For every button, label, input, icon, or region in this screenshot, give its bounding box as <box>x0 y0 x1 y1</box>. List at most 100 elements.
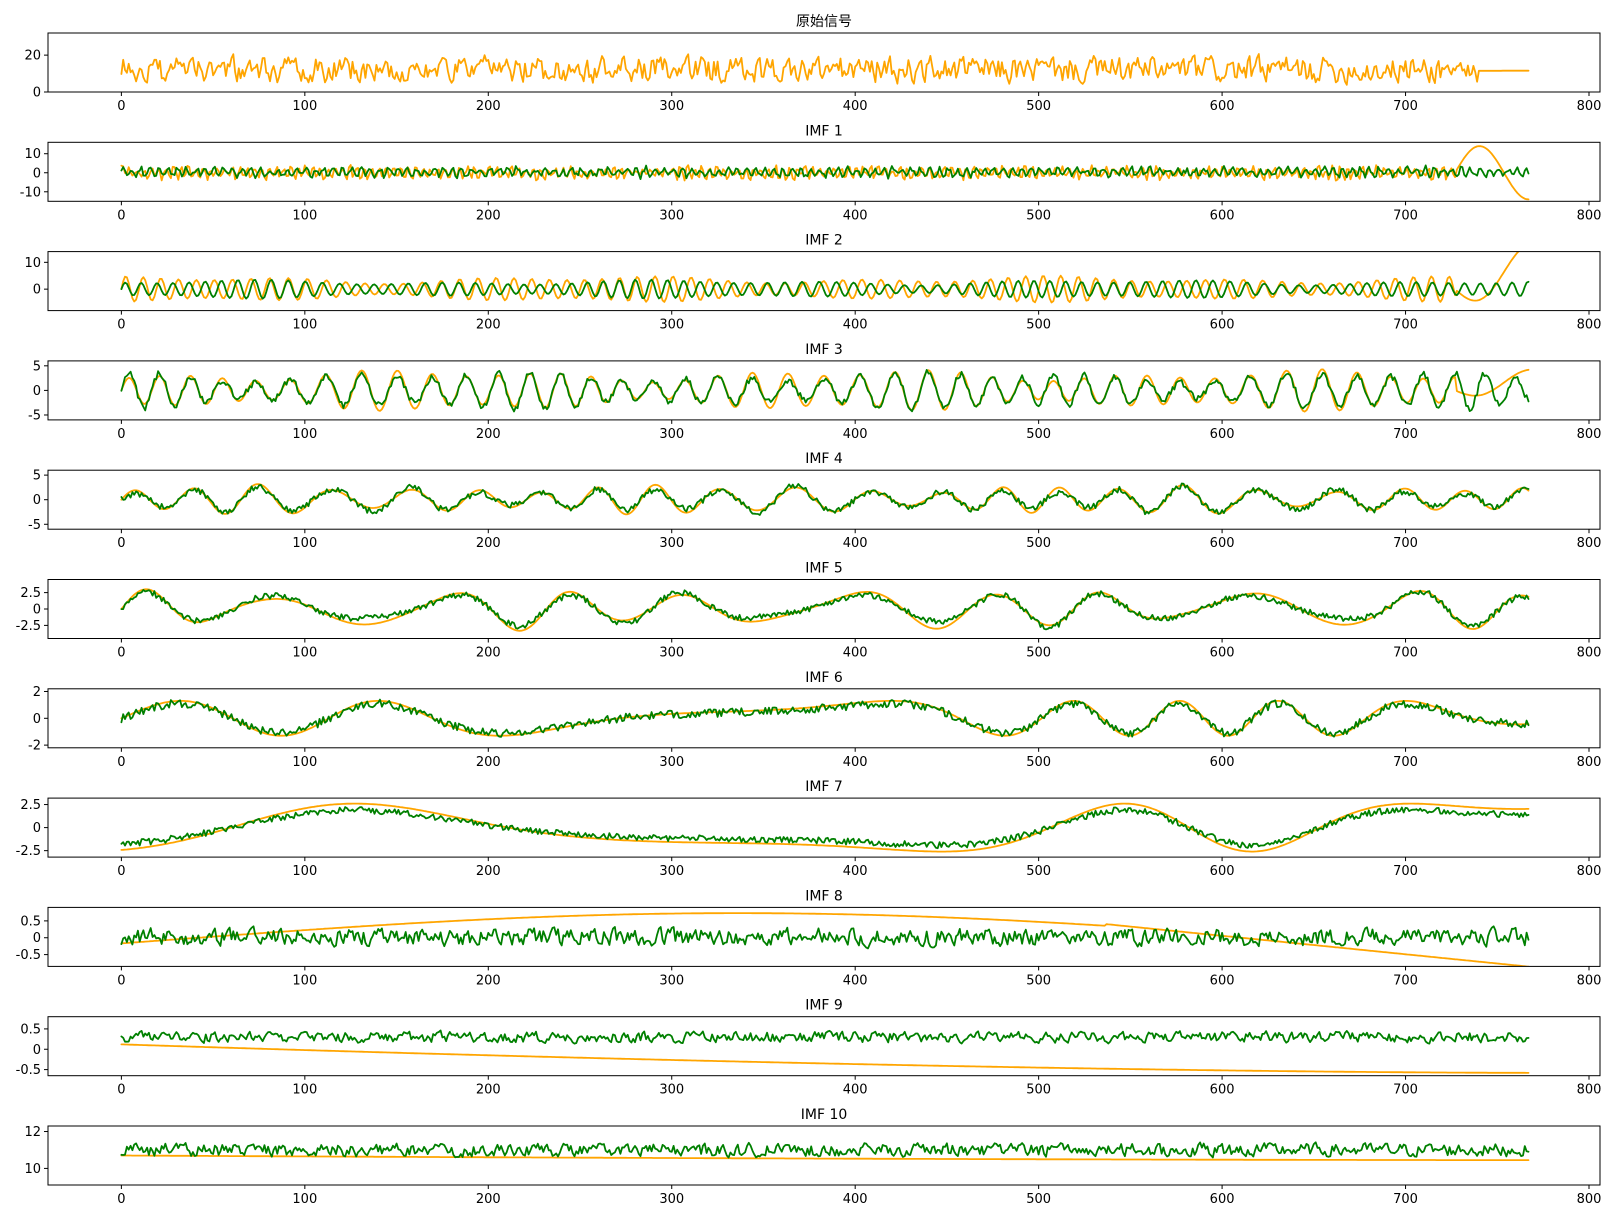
y-tick-label: 0 <box>33 1043 41 1058</box>
y-tick-label: 0 <box>33 603 41 618</box>
axes-frame <box>47 1125 1601 1186</box>
subplot-3: IMF 2 0 100 200 300 400 500 600 700 800 0 10 <box>24 233 1601 333</box>
subplot-11: IMF 10 0 100 200 300 400 500 600 700 800 10 12 <box>24 1107 1601 1207</box>
x-tick-label: 800 <box>1577 208 1602 223</box>
axes-frame <box>47 251 1601 312</box>
y-tick-label: 20 <box>24 49 41 64</box>
x-tick-label: 0 <box>117 646 125 661</box>
series-line-orange <box>120 588 1530 632</box>
x-tick-label: 700 <box>1393 973 1418 988</box>
x-tick-label: 100 <box>292 1192 317 1207</box>
subplot-title: IMF 7 <box>805 779 843 795</box>
y-tick-label: -5 <box>28 518 41 533</box>
x-tick-label: 700 <box>1393 864 1418 879</box>
x-tick-label: 200 <box>476 864 501 879</box>
x-tick-label: 500 <box>1026 755 1051 770</box>
x-tick-label: 300 <box>659 973 684 988</box>
x-tick-label: 100 <box>292 864 317 879</box>
y-tick-label: 0 <box>33 712 41 727</box>
x-tick-label: 200 <box>476 427 501 442</box>
y-tick-label: 0 <box>33 384 41 399</box>
x-tick-label: 100 <box>292 973 317 988</box>
subplot-8: IMF 7 0 100 200 300 400 500 600 700 800 -2.5 0 2.5 <box>16 779 1602 879</box>
x-tick-label: 700 <box>1393 1192 1418 1207</box>
x-tick-label: 300 <box>659 536 684 551</box>
x-tick-label: 500 <box>1026 536 1051 551</box>
x-tick-label: 200 <box>476 318 501 333</box>
x-tick-label: 500 <box>1026 427 1051 442</box>
subplot-9: IMF 8 0 100 200 300 400 500 600 700 800 -0.5 0 0.5 <box>16 888 1602 988</box>
x-tick-label: 600 <box>1210 427 1235 442</box>
x-tick-label: 300 <box>659 1083 684 1098</box>
x-tick-label: 100 <box>292 208 317 223</box>
y-tick-label: 0 <box>33 821 41 836</box>
series-line-orange <box>120 251 1520 304</box>
subplot-title: IMF 6 <box>805 670 843 686</box>
subplot-title: IMF 9 <box>805 998 843 1014</box>
subplot-title: IMF 10 <box>801 1107 848 1123</box>
x-tick-label: 800 <box>1577 318 1602 333</box>
x-tick-label: 0 <box>117 1083 125 1098</box>
series-line-green <box>120 164 1530 180</box>
x-tick-label: 800 <box>1577 646 1602 661</box>
x-tick-label: 0 <box>117 755 125 770</box>
x-tick-label: 600 <box>1210 208 1235 223</box>
x-tick-label: 800 <box>1577 1083 1602 1098</box>
x-tick-label: 700 <box>1393 99 1418 114</box>
y-tick-label: 0 <box>33 86 41 101</box>
y-tick-label: 10 <box>24 147 41 162</box>
x-tick-label: 600 <box>1210 864 1235 879</box>
series-line-green <box>120 806 1530 850</box>
axes-frame <box>47 469 1601 530</box>
series-line-orange <box>120 1154 1530 1161</box>
x-tick-label: 300 <box>659 1192 684 1207</box>
y-tick-label: 2 <box>33 685 41 700</box>
axes-frame <box>47 141 1601 202</box>
x-tick-label: 100 <box>292 755 317 770</box>
x-tick-label: 500 <box>1026 1192 1051 1207</box>
x-tick-label: 0 <box>117 318 125 333</box>
x-tick-label: 800 <box>1577 973 1602 988</box>
series-line-green <box>120 369 1530 413</box>
x-tick-label: 200 <box>476 973 501 988</box>
series-line-orange <box>120 802 1530 853</box>
series-line-green <box>120 698 1530 738</box>
x-tick-label: 400 <box>843 1192 868 1207</box>
x-tick-label: 200 <box>476 646 501 661</box>
y-tick-label: 0 <box>33 166 41 181</box>
axes-frame <box>47 906 1601 967</box>
y-tick-label: 0 <box>33 931 41 946</box>
x-tick-label: 300 <box>659 427 684 442</box>
x-tick-label: 0 <box>117 99 125 114</box>
y-tick-label: 2.5 <box>20 586 41 601</box>
x-tick-label: 200 <box>476 99 501 114</box>
x-tick-label: 400 <box>843 208 868 223</box>
y-tick-label: 12 <box>24 1125 41 1140</box>
y-tick-label: 5 <box>33 359 41 374</box>
x-tick-label: 600 <box>1210 755 1235 770</box>
axes-frame <box>47 1016 1601 1077</box>
y-tick-label: 10 <box>24 1162 41 1177</box>
subplot-title: IMF 4 <box>805 451 843 467</box>
subplot-10: IMF 9 0 100 200 300 400 500 600 700 800 -0.5 0 0.5 <box>16 998 1602 1098</box>
subplot-title: IMF 2 <box>805 233 843 249</box>
x-tick-label: 100 <box>292 1083 317 1098</box>
y-tick-label: 5 <box>33 469 41 484</box>
x-tick-label: 0 <box>117 864 125 879</box>
x-tick-label: 800 <box>1577 755 1602 770</box>
x-tick-label: 700 <box>1393 536 1418 551</box>
x-tick-label: 700 <box>1393 1083 1418 1098</box>
subplot-title: IMF 3 <box>805 342 843 358</box>
subplot-title: IMF 1 <box>805 123 843 139</box>
y-tick-label: -0.5 <box>16 948 41 963</box>
y-tick-label: 2.5 <box>20 798 41 813</box>
x-tick-label: 300 <box>659 208 684 223</box>
x-tick-label: 600 <box>1210 646 1235 661</box>
x-tick-label: 500 <box>1026 208 1051 223</box>
series-line-green <box>120 925 1530 950</box>
x-tick-label: 200 <box>476 755 501 770</box>
series-line-orange <box>120 368 1530 413</box>
x-tick-label: 300 <box>659 99 684 114</box>
x-tick-label: 400 <box>843 427 868 442</box>
